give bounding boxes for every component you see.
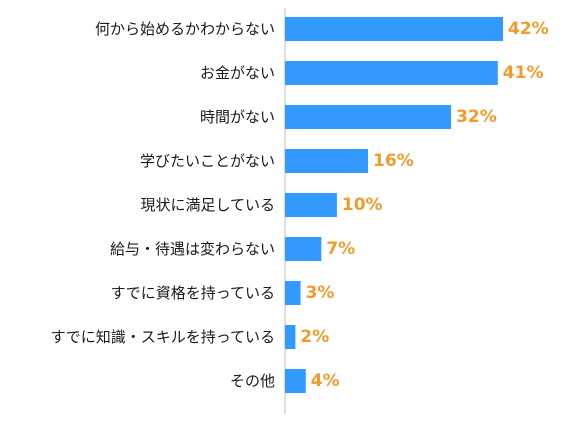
value-label-5: 7% [326, 239, 355, 259]
value-label-2: 32% [456, 107, 497, 127]
bar-1 [285, 61, 498, 85]
value-label-4: 10% [342, 195, 383, 215]
value-label-8: 4% [311, 371, 340, 391]
category-label-1: お金がない [200, 64, 275, 82]
bar-5 [285, 237, 322, 261]
category-label-4: 現状に満足している [140, 196, 275, 214]
category-label-8: その他 [230, 372, 275, 390]
value-label-0: 42% [508, 19, 549, 39]
bar-3 [285, 149, 369, 173]
bar-8 [285, 369, 306, 393]
category-label-5: 給与・待遇は変わらない [110, 240, 275, 258]
bar-6 [285, 281, 301, 305]
category-label-6: すでに資格を持っている [111, 284, 275, 302]
value-label-7: 2% [300, 327, 329, 347]
value-label-6: 3% [306, 283, 335, 303]
category-label-2: 時間がない [200, 108, 275, 126]
category-label-7: すでに知識・スキルを持っている [51, 328, 275, 346]
bar-7 [285, 325, 296, 349]
category-label-0: 何から始めるかわからない [95, 20, 275, 38]
value-label-1: 41% [503, 63, 544, 83]
bar-4 [285, 193, 337, 217]
value-label-3: 16% [373, 151, 414, 171]
bars-group [285, 17, 503, 393]
value-labels: 42% 41% 32% 16% 10% 7% 3% 2% 4% [300, 19, 548, 391]
category-labels: 何から始めるかわからないお金がない時間がない学びたいことがない現状に満足している… [51, 20, 275, 390]
bar-2 [285, 105, 452, 129]
category-label-3: 学びたいことがない [140, 152, 275, 170]
bar-0 [285, 17, 503, 41]
